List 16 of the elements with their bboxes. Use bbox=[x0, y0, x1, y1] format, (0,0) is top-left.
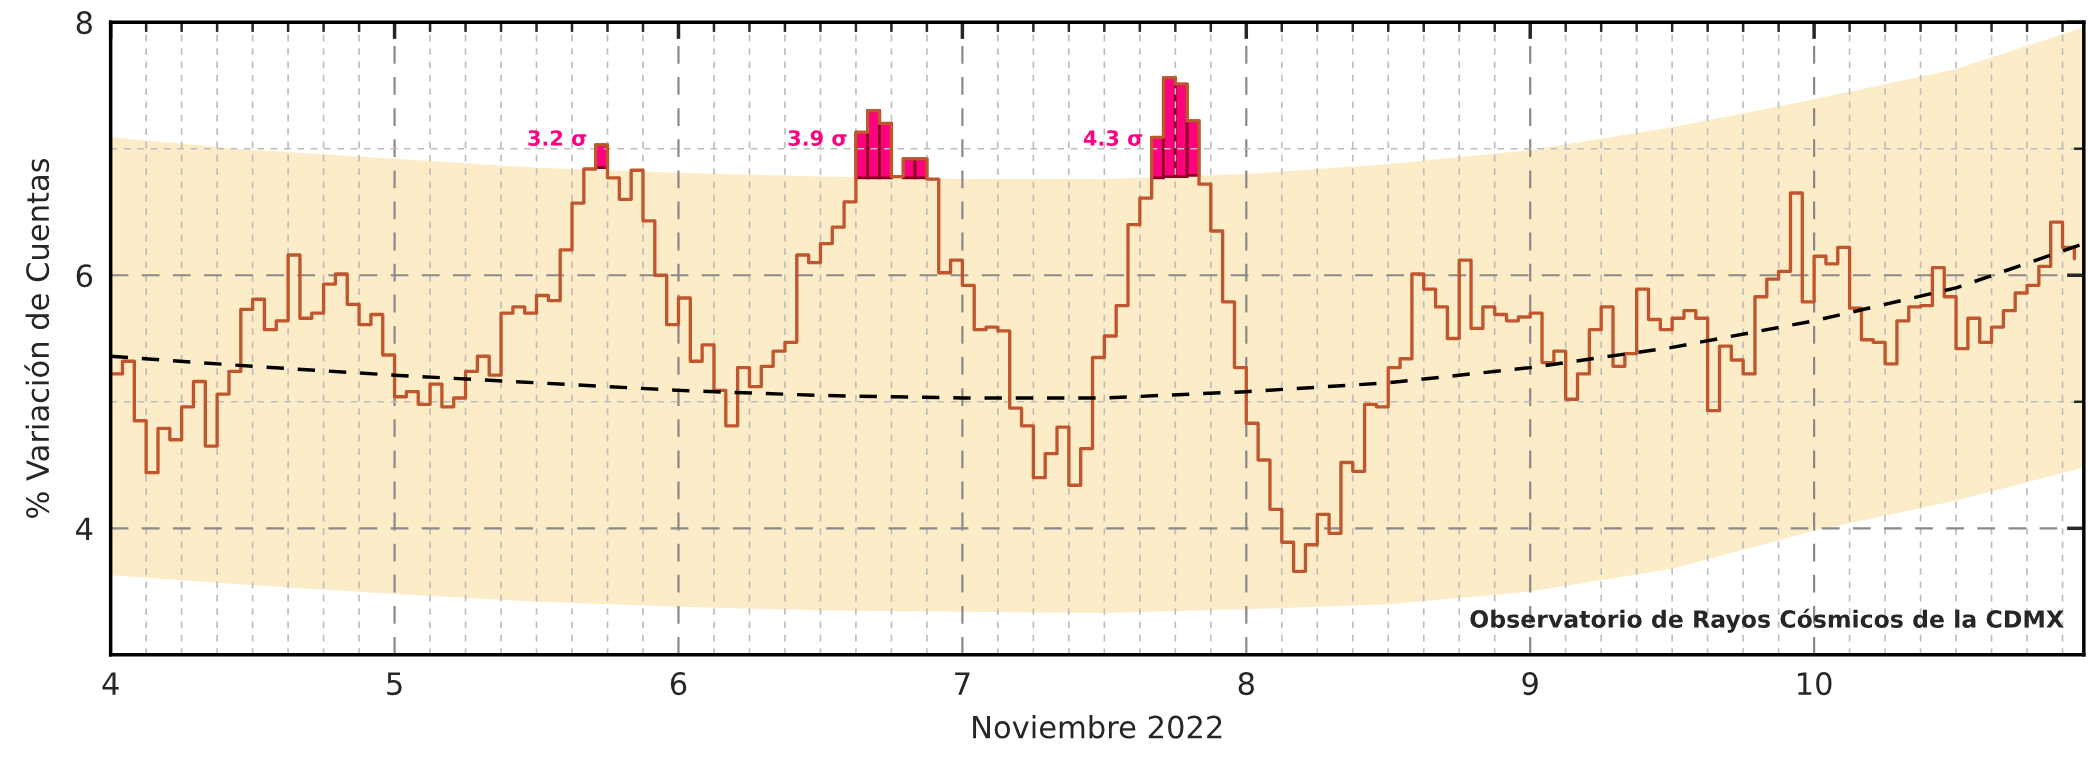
x-tick-label: 8 bbox=[1238, 672, 1254, 696]
annotation: Observatorio de Rayos Cósmicos de la CDMX bbox=[1470, 608, 2064, 633]
annotation: 4.3 σ bbox=[1083, 130, 1143, 146]
x-tick-label: 4 bbox=[102, 672, 119, 695]
x-axis-title: Noviembre 2022 bbox=[973, 714, 1222, 739]
y-axis-title: % Variación de Cuentas bbox=[24, 158, 50, 518]
x-tick-label: 6 bbox=[670, 672, 687, 696]
y-tick-label: 8 bbox=[76, 11, 92, 35]
x-tick-label: 10 bbox=[1798, 672, 1832, 696]
x-tick-label: 5 bbox=[387, 672, 402, 696]
annotation: 3.9 σ bbox=[788, 130, 847, 146]
y-tick-label: 4 bbox=[76, 517, 93, 540]
y-tick-label: 6 bbox=[76, 264, 93, 288]
x-tick-label: 7 bbox=[955, 672, 970, 695]
annotation: 3.2 σ bbox=[528, 130, 587, 146]
x-tick-label: 9 bbox=[1522, 672, 1538, 696]
